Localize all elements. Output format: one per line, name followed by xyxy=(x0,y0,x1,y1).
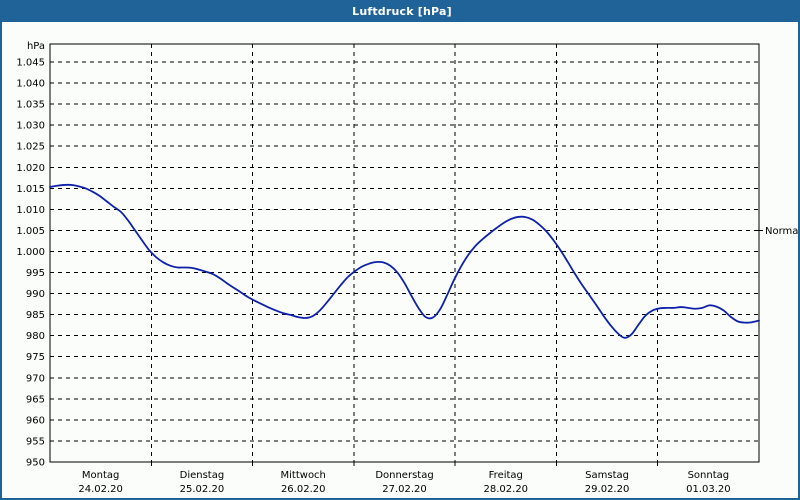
x-tick-day-label: Sonntag xyxy=(688,470,730,481)
y-tick-label: 1.030 xyxy=(16,121,45,132)
x-tick-date-label: 01.03.20 xyxy=(686,484,731,495)
x-tick-day-label: Donnerstag xyxy=(375,470,433,481)
y-tick-label: 965 xyxy=(26,394,45,405)
x-tick-day-label: Dienstag xyxy=(180,470,225,481)
y-tick-label: 1.015 xyxy=(16,184,45,195)
y-tick-label: 990 xyxy=(26,289,45,300)
y-tick-label: 985 xyxy=(26,310,45,321)
y-tick-label: 1.040 xyxy=(16,79,45,90)
pressure-line-chart: 1.045 1.040 1.035 1.030 1.025 1.020 1.015 1.010… xyxy=(16,41,798,495)
y-tick-label: 1.005 xyxy=(16,226,45,237)
x-tick-date-label: 27.02.20 xyxy=(382,484,427,495)
y-tick-label: 1.025 xyxy=(16,142,45,153)
y-tick-label: 1.035 xyxy=(16,100,45,111)
chart-canvas: 1.045 1.040 1.035 1.030 1.025 1.020 1.015 1.010… xyxy=(2,22,798,498)
x-tick-date-label: 26.02.20 xyxy=(281,484,326,495)
grid-layer xyxy=(50,44,759,462)
x-axis-labels: Montag 24.02.20 Dienstag 25.02.20 Mittwoch 26… xyxy=(78,470,730,495)
x-tick-date-label: 28.02.20 xyxy=(484,484,529,495)
series-layer xyxy=(49,183,760,339)
y-axis-labels: 1.045 1.040 1.035 1.030 1.025 1.020 1.015 1.010… xyxy=(16,41,45,469)
y-tick-label: 955 xyxy=(26,436,45,447)
y-tick-label: 1.020 xyxy=(16,163,45,174)
y-axis-unit-label: hPa xyxy=(27,41,45,52)
y-tick-label: 1.010 xyxy=(16,205,45,216)
page-title: Luftdruck [hPa] xyxy=(352,4,452,18)
y-tick-label: 980 xyxy=(26,331,45,342)
y-tick-label: 1.000 xyxy=(16,247,45,258)
y-tick-label: 950 xyxy=(26,458,45,469)
x-tick-day-label: Montag xyxy=(82,470,119,481)
x-tick-day-label: Freitag xyxy=(489,470,523,481)
y-tick-label: 975 xyxy=(26,352,45,363)
pressure-series-line xyxy=(49,183,760,339)
x-tick-day-label: Samstag xyxy=(585,470,629,481)
y-tick-label: 960 xyxy=(26,415,45,426)
normal-level-label: Normal xyxy=(765,226,798,237)
x-tick-date-label: 24.02.20 xyxy=(78,484,123,495)
y-tick-label: 1.045 xyxy=(16,58,45,69)
x-tick-date-label: 25.02.20 xyxy=(180,484,225,495)
x-tick-date-label: 29.02.20 xyxy=(585,484,630,495)
annotation-layer: Normal xyxy=(755,226,798,237)
y-tick-label: 995 xyxy=(26,268,45,279)
x-tick-day-label: Mittwoch xyxy=(281,470,326,481)
plot-frame xyxy=(49,43,760,466)
plot-border xyxy=(49,43,760,463)
window-title-bar: Luftdruck [hPa] xyxy=(2,0,798,22)
y-tick-label: 970 xyxy=(26,373,45,384)
